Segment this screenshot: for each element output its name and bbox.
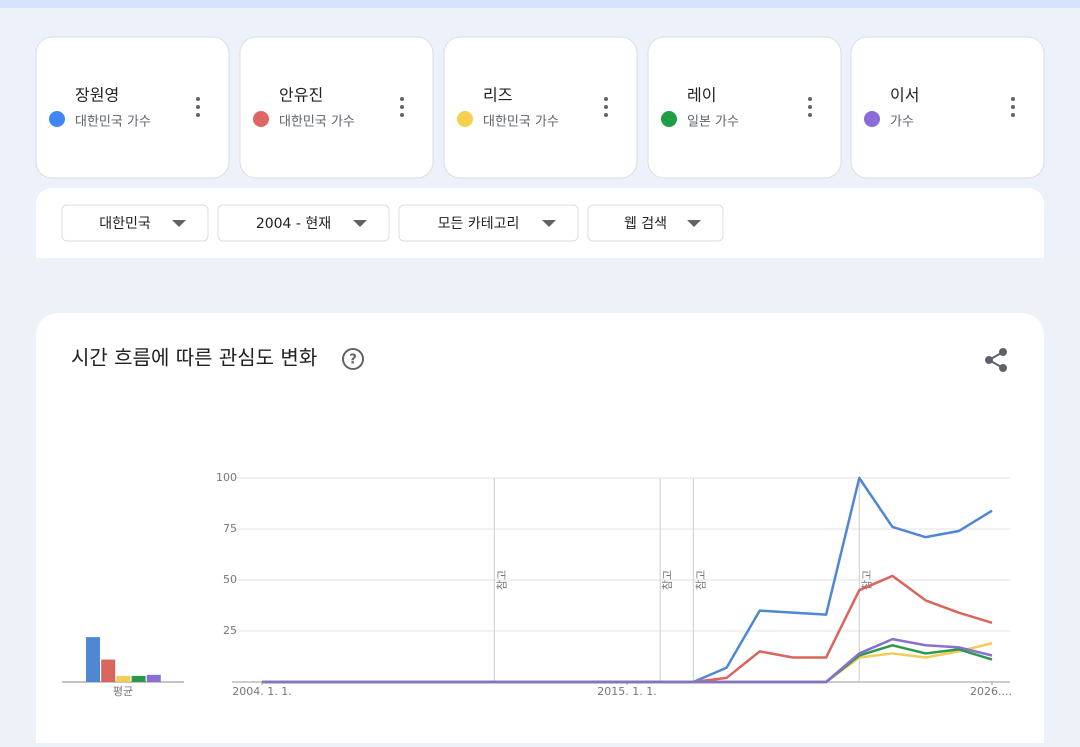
kebab-dot [808,105,812,109]
term-name: 레이 [687,86,716,105]
y-tick-label: 100 [216,471,237,484]
x-tick-label: 2004. 1. 1. [232,685,291,698]
bar [101,659,116,682]
term-desc: 가수 [890,115,914,130]
kebab-dot [196,113,200,117]
term-name: 이서 [890,86,919,105]
term-color-dot [661,111,677,127]
top-strip [0,0,1080,8]
share-icon[interactable] [985,348,1007,372]
kebab-dot [400,105,404,109]
kebab-dot [604,97,608,101]
term-card[interactable] [239,36,434,179]
y-tick-label: 25 [223,624,237,637]
term-card[interactable] [443,36,638,179]
series-line [262,637,993,684]
filter-button[interactable] [217,204,390,242]
kebab-dot [1011,97,1015,101]
kebab-dot [400,113,404,117]
x-tick-label: 평균 [113,685,133,698]
term-desc: 대한민국 가수 [279,115,355,130]
term-color-dot [457,111,473,127]
term-card[interactable] [647,36,842,179]
filter-button[interactable] [587,204,724,242]
kebab-dot [1011,105,1015,109]
dropdown-arrow [353,220,367,227]
dropdown-arrow [687,220,701,227]
filter-button[interactable] [398,204,579,242]
bar [116,675,131,682]
filter-label: 모든 카테고리 [438,216,520,232]
kebab-dot [604,113,608,117]
dropdown-arrow [542,220,556,227]
term-name: 안유진 [279,86,323,105]
term-color-dot [864,111,880,127]
kebab-dot [196,97,200,101]
bar [146,674,161,682]
filter-label: 웹 검색 [624,216,667,232]
term-desc: 대한민국 가수 [75,115,151,130]
term-color-dot [253,111,269,127]
annotation-label: 참고 [694,570,707,590]
kebab-dot [808,97,812,101]
annotation-label: 참고 [495,570,508,590]
term-card[interactable] [35,36,230,179]
svg-text:?: ? [349,353,357,368]
term-name: 리즈 [483,86,512,105]
term-card[interactable] [850,36,1045,179]
filter-label: 2004 - 현재 [256,216,331,232]
term-name: 장원영 [75,86,119,105]
term-color-dot [49,111,65,127]
bar [86,637,100,682]
y-tick-label: 50 [223,573,237,586]
x-tick-label: 2015. 1. 1. [597,685,656,698]
kebab-dot [604,105,608,109]
x-tick-label: 2026.... [970,685,1012,698]
kebab-dot [400,97,404,101]
filter-label: 대한민국 [99,216,151,232]
dropdown-arrow [172,220,186,227]
annotation-label: 참고 [661,570,674,590]
y-tick-label: 75 [223,522,237,535]
kebab-dot [196,105,200,109]
term-desc: 일본 가수 [687,115,739,130]
chart-card [36,313,1044,747]
kebab-dot [808,113,812,117]
card-title: 시간 흐름에 따른 관심도 변화 [71,346,317,370]
kebab-dot [1011,113,1015,117]
term-desc: 대한민국 가수 [483,115,559,130]
filter-button[interactable] [61,204,209,242]
bar [131,675,146,682]
help-icon[interactable]: ? [342,348,364,370]
